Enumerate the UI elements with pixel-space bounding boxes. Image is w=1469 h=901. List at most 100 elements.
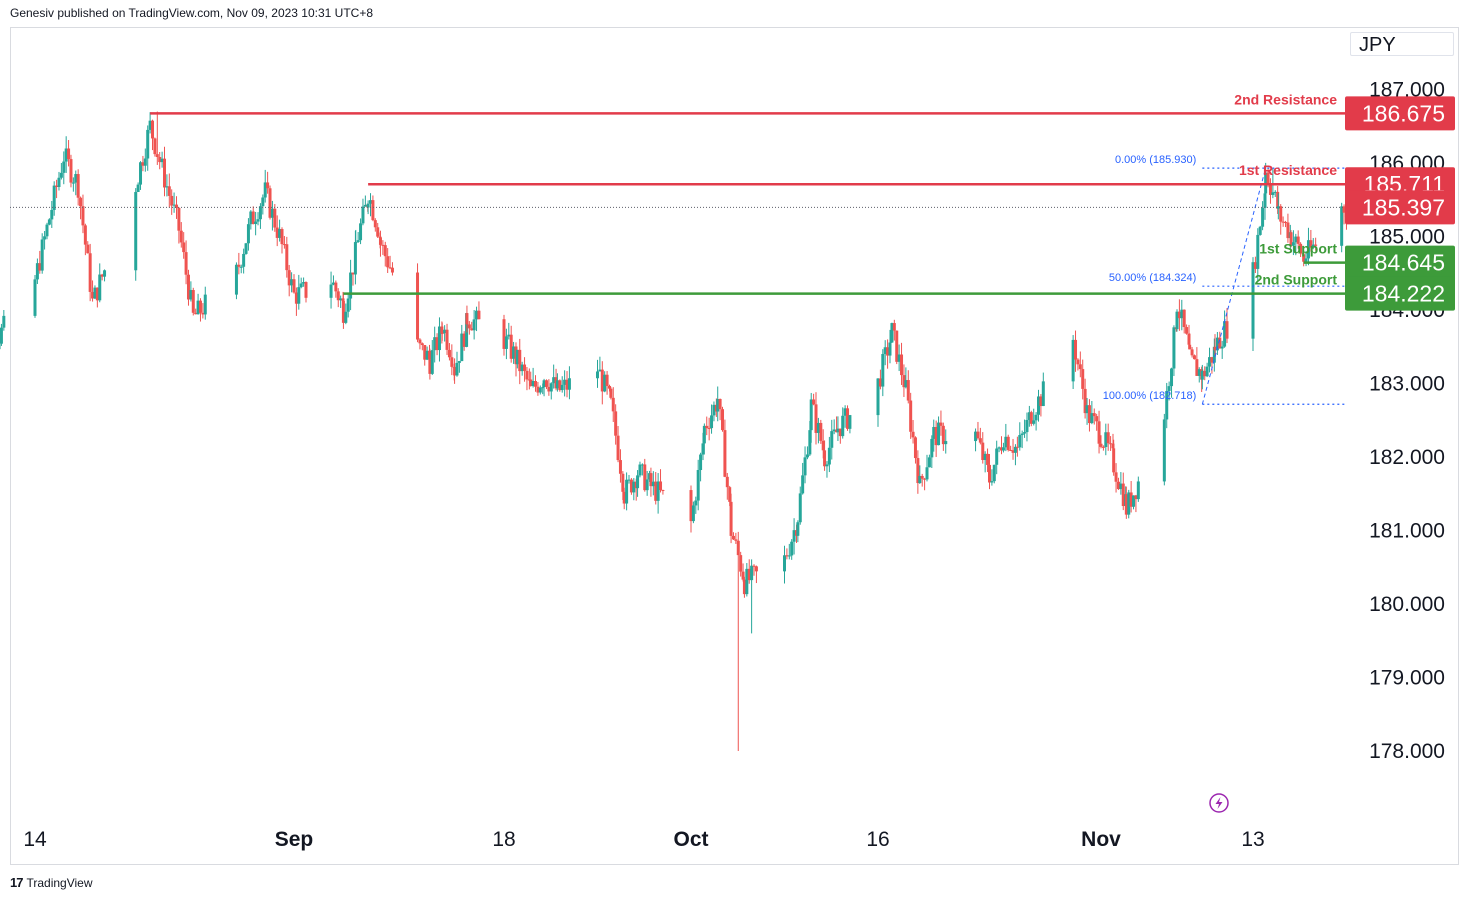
candle-body (292, 279, 296, 293)
fib-level-label: 0.00% (185.930) (1115, 154, 1196, 166)
currency-label[interactable]: JPY (1350, 32, 1454, 56)
candle-body (0, 327, 3, 344)
candle-body (1013, 446, 1017, 453)
candle-body (649, 473, 653, 487)
candle-body (830, 431, 834, 448)
candle-body (1177, 311, 1181, 319)
candle-body (827, 447, 831, 465)
time-axis: 14 Sep 18 Oct 16 Nov 13 (23, 828, 1264, 851)
candle-body (1119, 483, 1123, 490)
candle-body (895, 330, 899, 362)
candle-body (258, 206, 262, 220)
candle-body (906, 380, 910, 401)
price-badge[interactable] (1345, 276, 1455, 311)
candle-body (598, 369, 602, 372)
lightning-icon[interactable] (1209, 793, 1229, 813)
candle-body (163, 158, 166, 188)
candle-body (1314, 244, 1318, 246)
candle-body (1258, 226, 1262, 235)
level-label: 2nd Support (1255, 272, 1338, 288)
candle-body (627, 479, 631, 481)
candle-body (1197, 369, 1201, 376)
candle-body (151, 120, 155, 139)
candle-body (64, 148, 68, 162)
candle-body (1266, 172, 1270, 185)
price-badge[interactable] (1345, 96, 1455, 131)
candle-body (40, 239, 44, 271)
candle-body (629, 479, 633, 493)
candle-body (93, 287, 97, 299)
level-label: 1st Support (1259, 241, 1337, 257)
candle-body (1210, 357, 1214, 363)
candle-body (1281, 221, 1285, 223)
candle-body (904, 380, 908, 388)
candle-body (1268, 184, 1272, 195)
candle-body (278, 229, 282, 238)
candle-body (927, 457, 931, 468)
candle-body (341, 300, 345, 323)
candle-body (523, 364, 527, 371)
candle-body (808, 430, 812, 455)
price-badge[interactable] (1345, 245, 1455, 280)
candle-body (611, 397, 615, 412)
candle-body (1041, 381, 1045, 407)
tradingview-logo-icon[interactable]: 17 (10, 875, 24, 890)
candle-body (721, 409, 725, 431)
candle-body (1342, 206, 1346, 213)
candle-body (33, 279, 37, 316)
candle-body (832, 429, 836, 432)
candle-body (710, 415, 714, 429)
candle-body (622, 491, 626, 504)
candle-body (1081, 369, 1085, 389)
candle-body (1172, 327, 1176, 369)
candle-body (1273, 191, 1277, 193)
candle-body (425, 350, 429, 360)
candle-body (911, 431, 915, 438)
candle-body (59, 172, 63, 178)
candle-body (416, 272, 420, 340)
candle-body (560, 384, 564, 391)
candle-body (182, 242, 186, 253)
candle-body (95, 287, 99, 301)
candle-body (507, 334, 511, 337)
candle-body (354, 242, 358, 244)
candle-body (696, 470, 700, 501)
candle-body (174, 204, 178, 208)
candle-body (445, 329, 449, 350)
candle-body (136, 184, 140, 192)
candle-body (433, 337, 437, 351)
candle-body (1004, 436, 1008, 448)
candle-body (184, 252, 188, 275)
candle-body (1306, 240, 1310, 259)
price-badge[interactable] (1345, 190, 1455, 225)
candle-body (196, 300, 200, 315)
candle-body (38, 263, 42, 271)
candle-body (1200, 370, 1204, 380)
footer-brand[interactable]: TradingView (26, 875, 93, 890)
candle-body (270, 208, 274, 218)
y-tick-label: 183.000 (1369, 373, 1445, 396)
candle-body (2, 315, 6, 328)
candle-body (723, 430, 727, 477)
candle-body (792, 530, 796, 542)
candle-body (198, 300, 202, 313)
candle-body (932, 426, 936, 439)
candle-body (509, 334, 513, 359)
candle-body (805, 454, 809, 458)
candle-body (555, 380, 559, 389)
candle-body (654, 481, 658, 501)
candle-body (172, 204, 176, 206)
candle-body (366, 203, 370, 208)
price-badge-text: 186.675 (1362, 100, 1445, 126)
x-tick-label: 13 (1241, 828, 1264, 851)
candle-body (734, 539, 738, 541)
candle-body (803, 457, 807, 476)
candle-body (1097, 421, 1101, 444)
candle-body (1039, 396, 1043, 407)
candle-body (167, 186, 171, 196)
candle-body (504, 336, 508, 349)
candle-body (974, 431, 978, 442)
candle-body (1225, 321, 1229, 339)
candle-body (1311, 244, 1315, 248)
